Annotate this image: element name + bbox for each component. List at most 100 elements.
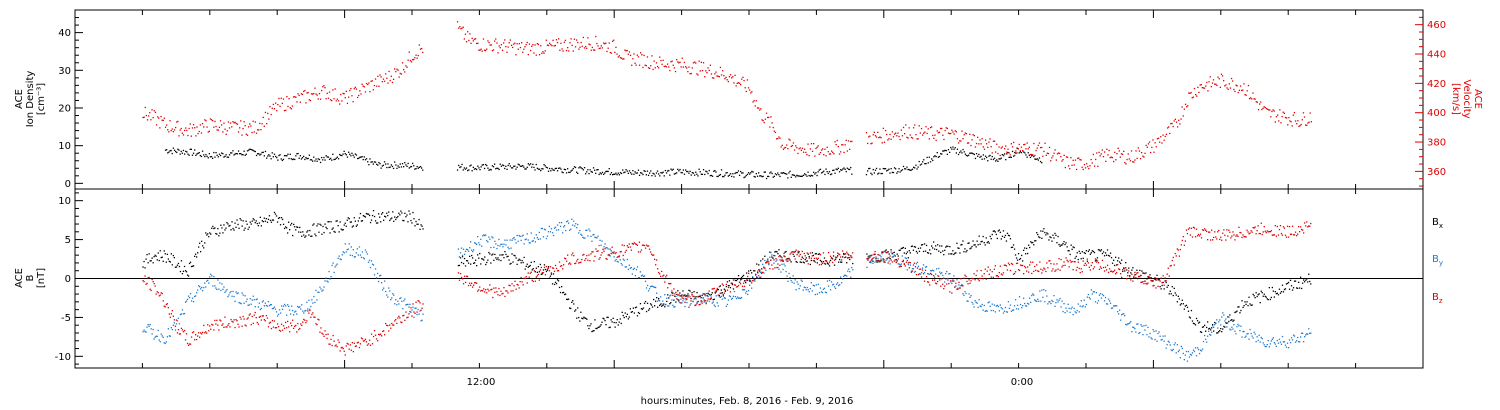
by-point-824	[1023, 297, 1025, 299]
density-point-525	[788, 172, 790, 174]
velocity-point-759	[1042, 155, 1044, 157]
bx-point-338	[518, 258, 520, 260]
bz-point-143	[287, 320, 289, 323]
bx-point-827	[1026, 247, 1028, 250]
bz-point-477	[659, 273, 661, 275]
by-point-502	[684, 305, 686, 308]
density-point-584	[868, 167, 870, 170]
velocity-point-878	[1175, 121, 1178, 123]
bx-point-276	[421, 225, 423, 227]
bx-point-216	[360, 220, 363, 222]
bx-point-6	[148, 253, 150, 255]
bz-point-738	[936, 283, 938, 285]
bz-point-556	[738, 281, 741, 284]
density-point-442	[695, 171, 697, 173]
bz-point-229	[373, 330, 376, 332]
bx-point-803	[1001, 235, 1004, 237]
bz-point-645	[828, 261, 831, 263]
bx-point-934	[1134, 274, 1136, 276]
by-point-641	[824, 291, 827, 293]
bx-point-2	[144, 267, 146, 269]
by-point-1048	[1249, 328, 1251, 331]
by-point-993	[1193, 350, 1196, 353]
by-point-907	[1106, 303, 1109, 305]
velocity-point-605	[869, 135, 871, 137]
velocity-point-422	[650, 65, 652, 67]
bx-point-470	[651, 306, 654, 308]
by-point-778	[976, 302, 978, 304]
bz-point-223	[367, 343, 370, 345]
by-point-564	[747, 293, 749, 295]
bz-point-427	[608, 254, 610, 257]
by-point-54	[197, 289, 199, 291]
bz-point-580	[763, 267, 765, 269]
by-point-1097	[1299, 341, 1301, 343]
bx-point-793	[991, 233, 993, 236]
by-point-885	[1084, 306, 1086, 308]
by-point-336	[516, 234, 518, 237]
by-point-1047	[1248, 338, 1250, 340]
bz-point-290	[470, 284, 472, 286]
bx-point-279	[458, 264, 461, 267]
bz-point-42	[184, 339, 187, 341]
bx-point-397	[578, 316, 580, 319]
by-point-518	[700, 301, 702, 303]
velocity-point-51	[199, 124, 201, 126]
bz-point-586	[769, 268, 771, 270]
bx-point-226	[370, 219, 373, 221]
bz-point-430	[611, 246, 613, 248]
by-point-469	[650, 285, 653, 287]
velocity-point-270	[479, 49, 481, 51]
density-point-94	[270, 158, 272, 160]
bx-point-1012	[1213, 330, 1215, 332]
velocity-point-724	[1002, 154, 1005, 156]
bz-point-652	[835, 256, 838, 259]
bz-point-854	[1053, 263, 1055, 265]
velocity-point-409	[635, 64, 637, 66]
bz-point-510	[692, 295, 694, 297]
velocity-point-338	[555, 39, 558, 41]
by-point-860	[1059, 297, 1061, 300]
density-point-437	[689, 170, 691, 172]
velocity-point-135	[294, 96, 296, 98]
density-point-417	[667, 170, 669, 172]
bz-point-811	[1009, 269, 1012, 272]
density-point-357	[599, 172, 601, 174]
by-point-608	[791, 281, 793, 283]
bz-point-812	[1010, 262, 1013, 265]
bz-point-889	[1088, 266, 1090, 268]
bx-point-95	[238, 227, 240, 229]
by-point-219	[363, 258, 366, 260]
bz-point-297	[477, 290, 479, 292]
bz-point-703	[900, 265, 902, 267]
by-point-1013	[1214, 324, 1216, 326]
velocity-point-959	[1266, 108, 1269, 110]
velocity-point-710	[987, 146, 989, 148]
bx-point-1048	[1249, 303, 1251, 305]
density-point-205	[395, 164, 397, 166]
density-point-148	[331, 159, 333, 161]
velocity-point-457	[689, 73, 691, 75]
bz-point-602	[785, 259, 787, 261]
by-point-35	[177, 317, 180, 319]
bx-point-222	[366, 213, 369, 215]
bx-point-317	[497, 257, 499, 259]
bx-point-51	[194, 255, 196, 257]
by-point-673	[870, 262, 872, 264]
velocity-point-757	[1039, 146, 1042, 149]
by-point-844	[1043, 289, 1045, 291]
bx-point-482	[664, 306, 666, 308]
velocity-point-529	[770, 116, 772, 118]
by-point-793	[991, 303, 993, 305]
by-point-619	[802, 289, 804, 291]
bz-point-894	[1093, 266, 1096, 268]
bx-point-783	[981, 240, 983, 243]
bx-point-217	[361, 220, 364, 222]
velocity-point-254	[461, 27, 463, 29]
velocity-point-998	[1310, 121, 1312, 123]
by-point-796	[994, 311, 996, 313]
by-point-140	[283, 303, 286, 306]
density-point-642	[933, 156, 935, 158]
bx-point-921	[1121, 259, 1123, 261]
bx-point-294	[474, 262, 476, 264]
